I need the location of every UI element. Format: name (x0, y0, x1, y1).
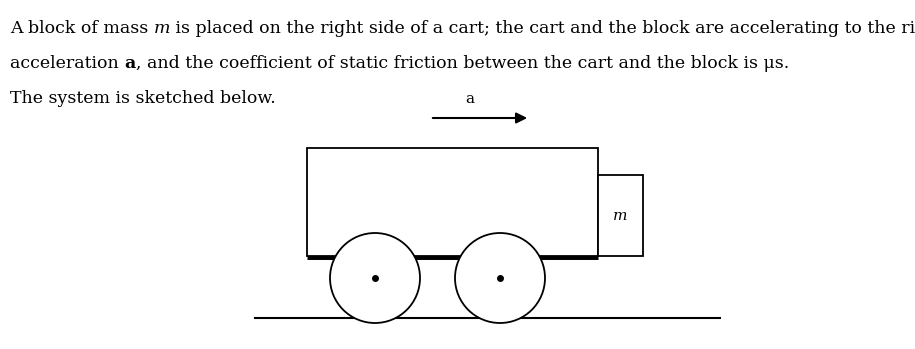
Text: , and the coefficient of static friction between the cart and the block is μs.: , and the coefficient of static friction… (135, 55, 789, 72)
Text: m: m (154, 20, 170, 37)
Text: is placed on the right side of a cart; the cart and the block are accelerating t: is placed on the right side of a cart; t… (170, 20, 915, 37)
Text: The system is sketched below.: The system is sketched below. (10, 90, 275, 107)
Text: a: a (466, 92, 475, 106)
Text: a: a (124, 55, 135, 72)
Circle shape (330, 233, 420, 323)
Bar (307, 148, 598, 256)
Bar (598, 175, 643, 256)
Text: A block of mass: A block of mass (10, 20, 154, 37)
Circle shape (455, 233, 545, 323)
Text: acceleration: acceleration (10, 55, 124, 72)
Text: m: m (613, 208, 628, 223)
